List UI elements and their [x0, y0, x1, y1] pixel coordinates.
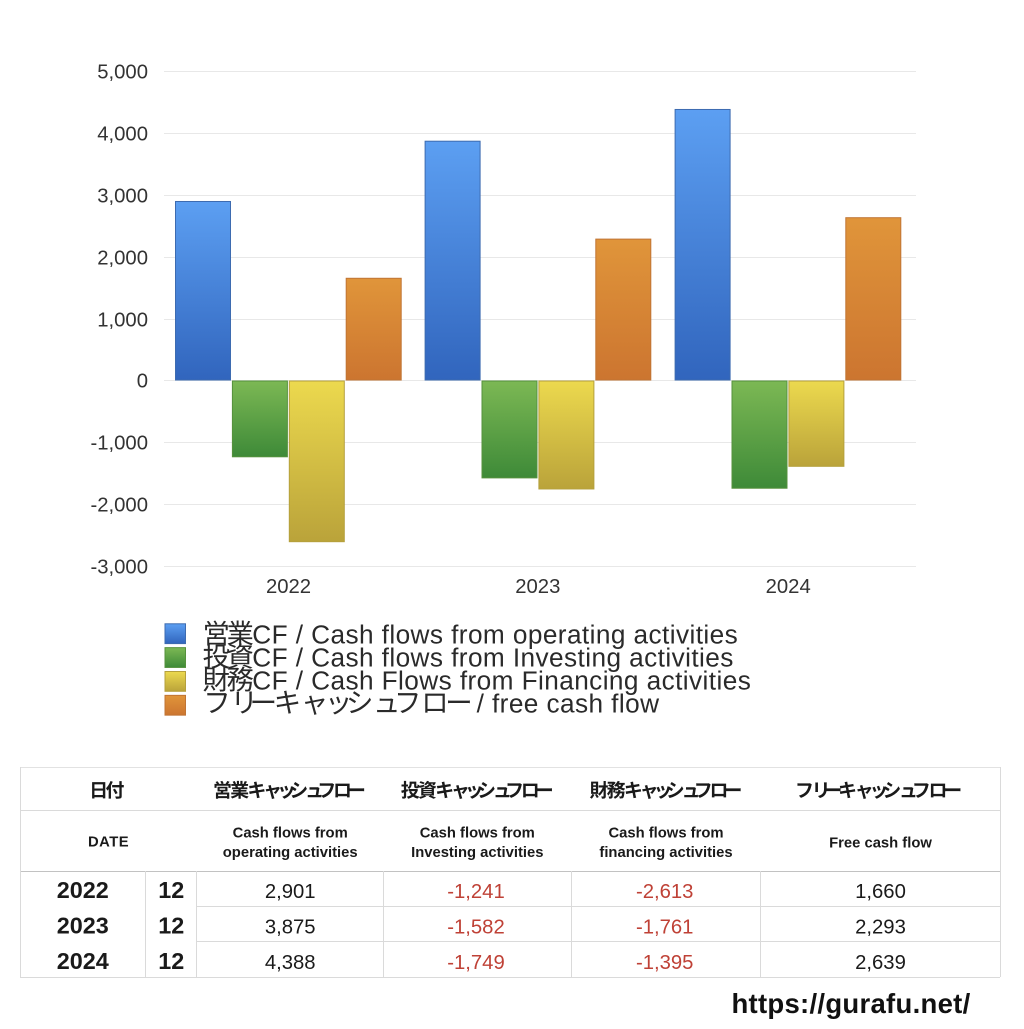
svg-text:2022: 2022: [266, 576, 311, 598]
svg-text:Cash flows from: Cash flows from: [233, 826, 348, 842]
svg-text:-1,241: -1,241: [447, 881, 505, 903]
svg-text:Cash flows from: Cash flows from: [420, 826, 535, 842]
svg-text:-1,582: -1,582: [447, 917, 505, 939]
svg-text:12: 12: [158, 877, 184, 903]
svg-text:2023: 2023: [515, 576, 560, 598]
svg-text:3,000: 3,000: [97, 186, 148, 208]
svg-text:5,000: 5,000: [97, 62, 148, 84]
svg-text:-1,395: -1,395: [636, 952, 694, 974]
svg-text:1,000: 1,000: [97, 310, 148, 332]
svg-text:-1,749: -1,749: [447, 952, 505, 974]
svg-text:Free cash flow: Free cash flow: [829, 836, 932, 852]
svg-text:Cash flows from: Cash flows from: [608, 826, 723, 842]
svg-text:0: 0: [137, 371, 148, 393]
svg-text:2023: 2023: [57, 913, 109, 939]
svg-text:DATE: DATE: [88, 834, 129, 850]
svg-text:-3,000: -3,000: [90, 557, 148, 579]
svg-text:operating activities: operating activities: [223, 845, 358, 861]
svg-text:https://gurafu.net/: https://gurafu.net/: [731, 988, 970, 1019]
svg-text:2,901: 2,901: [265, 881, 316, 903]
svg-text:financing activities: financing activities: [599, 845, 732, 861]
svg-text:2024: 2024: [766, 576, 811, 598]
svg-text:/ free cash flow: / free cash flow: [477, 688, 660, 718]
svg-text:4,388: 4,388: [265, 952, 316, 974]
svg-text:Investing activities: Investing activities: [411, 845, 543, 861]
svg-text:1,660: 1,660: [855, 881, 906, 903]
svg-text:2022: 2022: [57, 877, 109, 903]
svg-text:2,000: 2,000: [97, 248, 148, 270]
svg-text:12: 12: [158, 948, 184, 974]
svg-text:-2,613: -2,613: [636, 881, 694, 903]
svg-text:2024: 2024: [57, 948, 109, 974]
svg-text:2,293: 2,293: [855, 917, 906, 939]
svg-text:CF / Cash flows from Investing: CF / Cash flows from Investing activitie…: [252, 642, 733, 672]
svg-text:CF / Cash Flows from Financing: CF / Cash Flows from Financing activitie…: [252, 665, 751, 695]
svg-text:12: 12: [158, 913, 184, 939]
svg-text:-1,761: -1,761: [636, 917, 694, 939]
svg-text:4,000: 4,000: [97, 124, 148, 146]
svg-text:-1,000: -1,000: [90, 433, 148, 455]
svg-text:2,639: 2,639: [855, 952, 906, 974]
svg-text:3,875: 3,875: [265, 917, 316, 939]
svg-text:-2,000: -2,000: [90, 495, 148, 517]
svg-text:CF / Cash flows from operating: CF / Cash flows from operating activitie…: [252, 619, 738, 649]
